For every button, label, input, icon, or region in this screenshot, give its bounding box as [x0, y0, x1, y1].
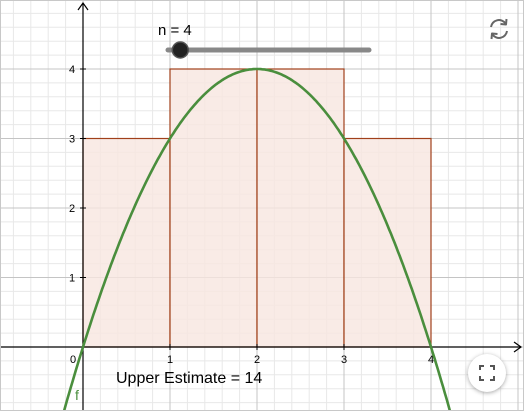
riemann-rectangle [169, 68, 258, 348]
function-curve [62, 67, 452, 410]
fullscreen-icon [479, 365, 495, 381]
x-tick-label: 3 [341, 354, 347, 366]
reset-arrows-icon [490, 18, 508, 40]
y-tick-label: 3 [69, 134, 75, 146]
riemann-rectangles [82, 68, 432, 348]
x-tick-label: 4 [428, 354, 434, 366]
upper-estimate-text: Upper Estimate = 14 [116, 370, 262, 387]
x-axis-arrow [513, 341, 523, 353]
riemann-rectangle [82, 137, 171, 348]
slider-label: n = 4 [158, 22, 192, 39]
function-label: f [75, 387, 79, 403]
riemann-rectangle [343, 137, 432, 348]
y-tick-label: 4 [69, 64, 75, 76]
slider-thumb[interactable] [171, 41, 190, 59]
fullscreen-button[interactable] [468, 354, 506, 392]
y-tick-label: 1 [69, 273, 75, 285]
y-tick-label: 2 [69, 203, 75, 215]
x-tick-label: 0 [70, 354, 76, 366]
riemann-rectangle [256, 68, 345, 348]
reset-button[interactable] [485, 15, 513, 43]
x-tick-label: 1 [167, 354, 173, 366]
x-tick-label: 2 [254, 354, 260, 366]
y-axis-arrow [77, 1, 89, 11]
tick-labels: 0 1 2 3 4 1 2 3 4 [69, 64, 434, 366]
